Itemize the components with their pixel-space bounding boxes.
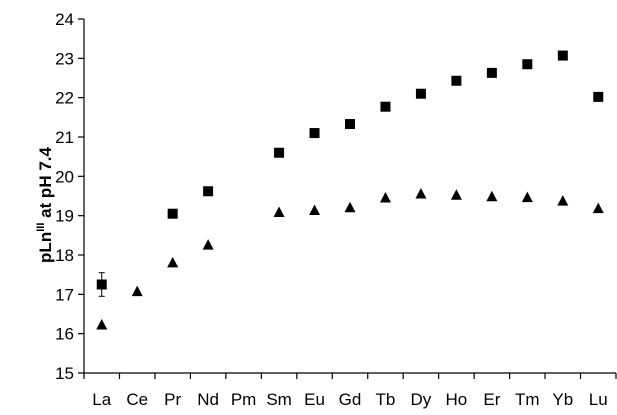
x-tick-label: Ce bbox=[126, 390, 148, 409]
y-tick-label: 15 bbox=[55, 364, 74, 383]
y-tick-label: 22 bbox=[55, 89, 74, 108]
x-tick-label: Lu bbox=[589, 390, 608, 409]
square-marker bbox=[380, 101, 391, 112]
y-tick-label: 21 bbox=[55, 128, 74, 147]
square-marker bbox=[451, 75, 462, 86]
triangle-marker bbox=[557, 195, 569, 206]
square-marker bbox=[309, 128, 320, 139]
y-axis-title-prefix: pLn bbox=[36, 232, 55, 263]
triangle-marker bbox=[131, 285, 143, 297]
triangle-marker bbox=[415, 188, 427, 199]
square-marker bbox=[274, 147, 285, 158]
square-marker bbox=[593, 91, 604, 102]
triangle-marker bbox=[167, 256, 179, 268]
square-marker bbox=[345, 119, 355, 130]
triangle-marker bbox=[202, 239, 214, 250]
y-tick-label: 16 bbox=[55, 325, 74, 344]
triangle-marker bbox=[379, 191, 391, 203]
x-tick-label: Sm bbox=[266, 390, 292, 409]
square-marker bbox=[203, 186, 214, 197]
x-tick-label: Dy bbox=[411, 390, 432, 409]
y-axis-title: pLnIII at pH 7.4 bbox=[35, 147, 55, 263]
square-marker bbox=[415, 88, 426, 99]
x-axis: La Ce Pr Nd Pm Sm Eu Gd Tb Dy Ho Er Tm Yb Lu bbox=[83, 372, 617, 409]
y-tick-label: 23 bbox=[55, 49, 74, 68]
x-tick-label: Yb bbox=[552, 390, 573, 409]
x-tick-label: Gd bbox=[339, 390, 362, 409]
triangle-marker bbox=[273, 206, 285, 218]
x-tick-label: Er bbox=[483, 390, 500, 409]
y-tick-label: 24 bbox=[55, 10, 74, 29]
triangle-marker bbox=[521, 191, 533, 203]
triangle-marker bbox=[486, 190, 498, 202]
square-marker bbox=[522, 59, 533, 70]
x-tick-label: Tm bbox=[515, 390, 540, 409]
triangle-marker bbox=[592, 202, 604, 214]
x-tick-label: Eu bbox=[304, 390, 325, 409]
x-tick-label: La bbox=[92, 390, 111, 409]
square-marker bbox=[557, 50, 568, 61]
x-tick-label: Tb bbox=[376, 390, 396, 409]
x-tick-label: Ho bbox=[446, 390, 468, 409]
square-marker bbox=[167, 208, 178, 219]
y-tick-label: 18 bbox=[55, 246, 74, 265]
y-axis-title-suffix: at pH 7.4 bbox=[36, 147, 55, 223]
y-axis-title-superscript: III bbox=[35, 223, 47, 232]
x-tick-label: Nd bbox=[197, 390, 219, 409]
y-tick-label: 17 bbox=[55, 285, 74, 304]
triangle-marker bbox=[450, 189, 462, 200]
x-tick-label: Pm bbox=[231, 390, 257, 409]
triangle-marker bbox=[309, 204, 321, 216]
triangle-marker bbox=[344, 201, 356, 213]
square-marker bbox=[486, 67, 497, 78]
square-marker bbox=[96, 279, 107, 290]
x-tick-label: Pr bbox=[164, 390, 181, 409]
y-tick-label: 19 bbox=[55, 207, 74, 226]
y-tick-label: 20 bbox=[55, 167, 74, 186]
triangle-marker bbox=[96, 319, 108, 330]
data-markers bbox=[96, 50, 604, 330]
y-axis: 15 16 17 18 19 20 21 22 23 24 bbox=[55, 10, 85, 383]
